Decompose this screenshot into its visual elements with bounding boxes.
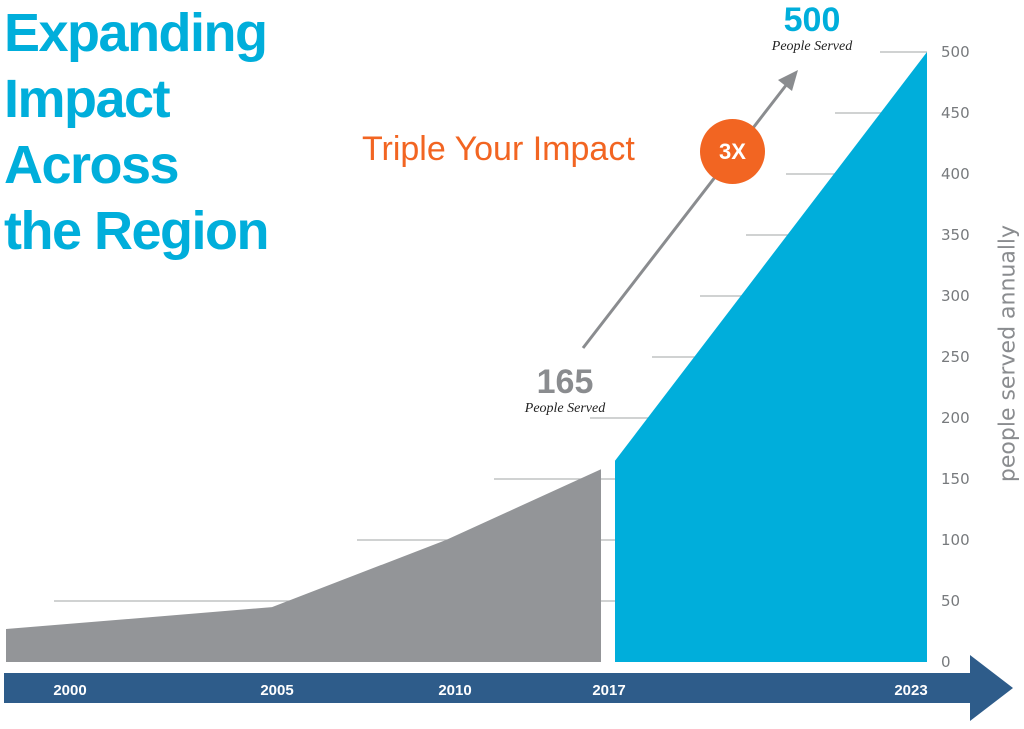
x-tick-label: 2017 [592,682,625,699]
end-value: 500 [783,1,841,39]
start-label: People Served [524,401,606,416]
headline-line-2: Impact [4,69,171,129]
y-tick-label: 400 [941,165,970,183]
start-value: 165 [536,363,594,401]
growth-arrow-head [778,70,798,91]
x-tick-label: 2005 [260,682,293,699]
headline-line-1: Expanding [4,3,268,63]
y-tick-label: 50 [941,592,960,610]
headline-line-3: Across [4,135,180,195]
historical-area [6,469,601,662]
y-tick-label: 300 [941,287,970,305]
x-tick-label: 2000 [53,682,86,699]
y-tick-label: 200 [941,409,970,427]
y-tick-label: 0 [941,653,951,671]
end-label: People Served [771,39,853,54]
x-tick-label: 2023 [894,682,927,699]
triple-badge-text: 3X [719,138,746,164]
y-tick-label: 350 [941,226,970,244]
y-tick-label: 100 [941,531,970,549]
headline: Expanding Impact Across the Region [4,0,270,264]
y-axis-title: people served annually [995,224,1021,483]
y-tick-label: 450 [941,104,970,122]
y-tick-label: 500 [941,43,970,61]
triple-badge: 3X [700,119,765,184]
y-tick-label: 250 [941,348,970,366]
triple-impact-label: Triple Your Impact [362,130,635,168]
y-tick-label: 150 [941,470,970,488]
start-value-callout: 165 People Served [510,364,620,418]
end-value-callout: 500 People Served [757,2,867,56]
headline-line-4: the Region [4,201,270,261]
timeline-arrow [4,655,1013,721]
x-tick-label: 2010 [438,682,471,699]
projected-area [615,52,927,662]
